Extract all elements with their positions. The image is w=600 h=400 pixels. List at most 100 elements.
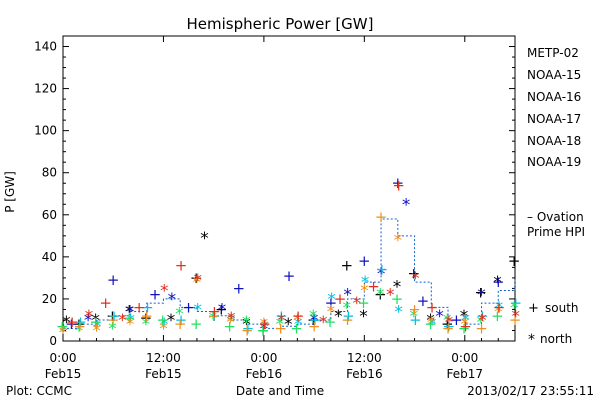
data-point: +: [140, 307, 153, 325]
data-point: *: [125, 303, 134, 323]
data-point: *: [309, 307, 318, 327]
data-point: +: [190, 269, 203, 287]
data-point: +: [283, 267, 296, 285]
data-point: +: [275, 307, 288, 325]
data-point: *: [327, 290, 336, 310]
data-point: +: [215, 300, 228, 318]
data-point: +: [408, 300, 421, 318]
x-tick-time-label: 12:00: [146, 351, 181, 365]
data-point: +: [392, 176, 405, 194]
data-point: +: [357, 294, 370, 312]
data-point: +: [450, 311, 463, 329]
data-point: +: [174, 315, 187, 333]
data-point: *: [277, 311, 286, 331]
data-point: *: [227, 311, 236, 331]
data-point: *: [411, 269, 420, 289]
data-point: +: [417, 292, 430, 310]
data-point: +: [442, 319, 455, 337]
data-point: +: [409, 311, 422, 329]
plot-frame: [62, 35, 516, 342]
data-point: +: [241, 321, 254, 339]
data-point: *: [495, 298, 504, 318]
data-point: *: [512, 307, 521, 327]
legend-south-symbol: +: [528, 301, 539, 316]
data-point: +: [223, 317, 236, 335]
x-axis-label: Date and Time: [236, 384, 324, 398]
data-point: *: [443, 311, 452, 331]
data-point: *: [242, 315, 251, 335]
data-point: *: [353, 294, 362, 314]
data-point: +: [341, 311, 354, 329]
x-tick-date-label: Feb15: [45, 367, 82, 381]
data-point: +: [375, 208, 388, 226]
legend-north-symbol: *: [528, 332, 535, 348]
data-point: +: [73, 317, 86, 335]
legend: METP-02 NOAA-15 NOAA-16 NOAA-17 NOAA-18 …: [527, 46, 585, 348]
data-point: +: [443, 317, 456, 335]
data-point: +: [208, 307, 221, 325]
data-point: *: [84, 311, 93, 331]
data-point: *: [226, 313, 235, 333]
data-point: +: [74, 313, 87, 331]
data-point: *: [218, 300, 227, 320]
y-tick-label: 20: [42, 292, 57, 306]
data-point: *: [360, 282, 369, 302]
data-point: *: [200, 229, 209, 249]
x-tick-time-label: 0:00: [250, 351, 277, 365]
data-point: *: [108, 319, 117, 339]
data-point: +: [309, 311, 322, 329]
data-point: +: [458, 319, 471, 337]
data-point: +: [175, 256, 188, 274]
data-point: +: [190, 315, 203, 333]
data-point: *: [394, 303, 403, 323]
data-point: +: [257, 321, 270, 339]
data-point: +: [325, 294, 338, 312]
data-point: *: [75, 321, 84, 341]
footer-timestamp: 2013/02/17 23:55:11: [467, 384, 594, 398]
data-point: *: [427, 313, 436, 333]
data-point: *: [91, 311, 100, 331]
data-point: +: [509, 311, 522, 329]
data-point: +: [56, 317, 69, 335]
data-point: *: [294, 315, 303, 335]
data-point: *: [510, 298, 519, 318]
data-point: +: [107, 271, 120, 289]
data-point: *: [319, 313, 328, 333]
data-point: *: [62, 313, 71, 333]
data-points: * + * + * + *+*+* + * + *+*+ *+* + *+ *++ *+*+ * + *+*+*+ *…: [56, 174, 522, 343]
legend-entry-metp-02: METP-02: [527, 46, 579, 60]
data-point: +: [123, 309, 136, 327]
data-point: *: [460, 307, 469, 327]
legend-north-label: north: [540, 332, 572, 346]
data-point: +: [140, 309, 153, 327]
data-point: *: [435, 307, 444, 327]
data-point: +: [175, 311, 188, 329]
data-point: *: [359, 307, 368, 327]
data-point: +: [292, 307, 305, 325]
data-point: *: [175, 305, 184, 325]
data-point: *: [242, 313, 251, 333]
data-point: +: [374, 286, 387, 304]
data-point: *: [293, 311, 302, 331]
y-tick-label: 100: [34, 124, 57, 138]
data-point: *: [92, 321, 101, 341]
data-point: *: [167, 311, 176, 331]
y-tick-label: 120: [34, 82, 57, 96]
data-point: *: [276, 315, 285, 335]
y-tick-label: 0: [49, 334, 57, 348]
data-point: +: [508, 252, 521, 270]
y-tick-label: 80: [42, 166, 57, 180]
data-point: *: [376, 286, 385, 306]
data-point: +: [108, 307, 121, 325]
data-point: +: [342, 307, 355, 325]
x-tick-time-label: 0:00: [451, 351, 478, 365]
legend-entry-noaa-18: NOAA-18: [527, 134, 581, 148]
data-point: *: [118, 311, 127, 331]
data-point: *: [493, 273, 502, 293]
data-point: +: [424, 315, 437, 333]
data-point: +: [133, 298, 146, 316]
data-point: *: [445, 313, 454, 333]
data-point: +: [358, 252, 371, 270]
data-point: +: [65, 315, 78, 333]
